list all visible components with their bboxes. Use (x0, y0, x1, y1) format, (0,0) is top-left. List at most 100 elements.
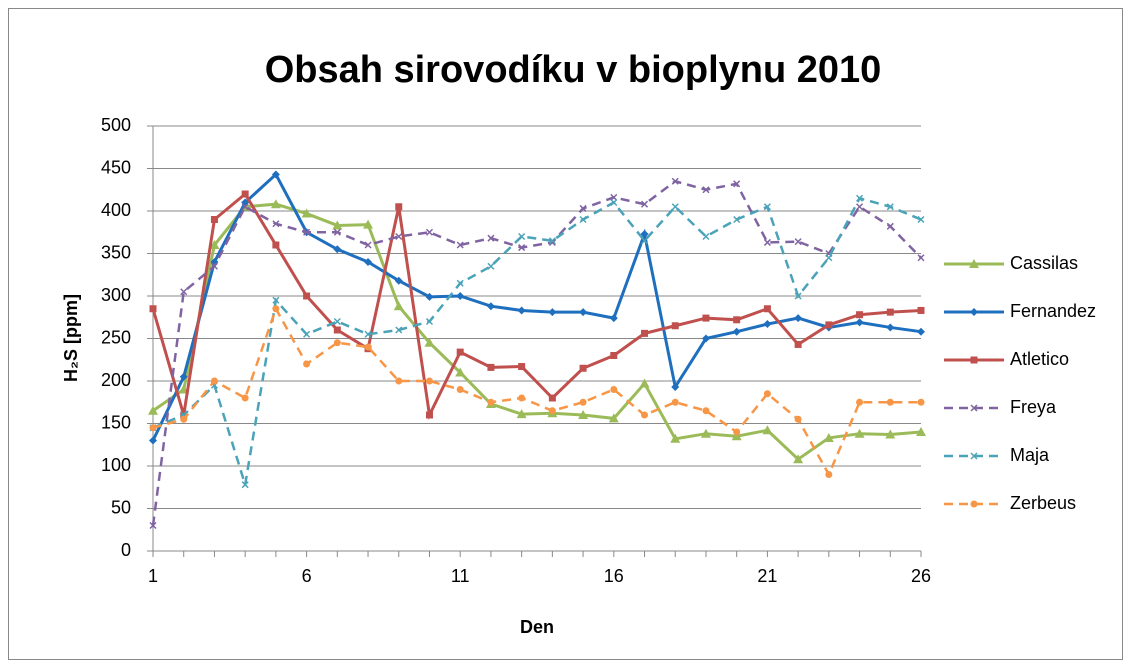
marker (149, 424, 157, 432)
series-line (152, 202, 922, 462)
marker (702, 186, 710, 194)
marker (732, 327, 741, 336)
marker (149, 436, 157, 445)
legend-marker (970, 356, 978, 364)
marker (794, 415, 802, 423)
x-tick-label: 1 (148, 566, 158, 586)
marker (854, 428, 865, 438)
legend-label: Maja (1010, 445, 1050, 465)
marker (700, 428, 711, 438)
marker (333, 245, 342, 254)
marker (333, 228, 341, 236)
legend-marker (970, 500, 978, 508)
marker (701, 334, 710, 343)
marker (855, 318, 864, 327)
marker (271, 170, 280, 179)
marker (763, 203, 771, 211)
series (149, 194, 925, 489)
marker (885, 429, 896, 439)
marker (733, 180, 741, 188)
marker (364, 241, 372, 249)
x-axis-label: Den (520, 617, 554, 637)
marker (456, 386, 464, 393)
marker (149, 521, 157, 530)
marker (179, 372, 188, 381)
marker (272, 296, 280, 304)
marker (702, 314, 710, 322)
marker (671, 203, 679, 211)
marker (639, 378, 650, 388)
marker (671, 398, 679, 406)
marker (209, 240, 220, 249)
legend-marker (969, 259, 979, 268)
marker (794, 238, 802, 246)
marker (641, 329, 649, 337)
marker (917, 306, 925, 314)
marker (579, 308, 588, 317)
marker (579, 215, 587, 224)
marker (793, 454, 804, 464)
marker (794, 314, 803, 323)
marker (856, 311, 864, 319)
marker (395, 232, 403, 241)
y-tick-label: 150 (101, 412, 131, 432)
legend-label: Atletico (1010, 349, 1069, 369)
x-tick-label: 26 (911, 566, 931, 586)
marker (393, 301, 404, 311)
y-tick-label: 450 (101, 157, 131, 177)
marker (823, 432, 834, 442)
marker (303, 330, 311, 338)
marker (916, 427, 926, 436)
y-tick-label: 400 (101, 200, 131, 220)
legend-item: Zerbeus (944, 493, 1076, 513)
marker (487, 398, 495, 406)
marker (180, 415, 188, 423)
marker (610, 198, 618, 207)
marker (364, 343, 372, 351)
marker (487, 262, 495, 270)
marker (270, 199, 281, 209)
legend-label: Cassilas (1010, 253, 1078, 273)
legend-marker (970, 404, 978, 412)
marker (610, 386, 618, 393)
y-tick-label: 50 (111, 497, 131, 517)
marker (210, 377, 218, 385)
marker (518, 394, 526, 402)
marker (241, 394, 249, 402)
series (149, 177, 925, 530)
series-line (151, 172, 922, 442)
y-tick-label: 500 (101, 115, 131, 135)
marker (241, 190, 249, 198)
y-tick-label: 300 (101, 285, 131, 305)
legend-item: Atletico (944, 349, 1069, 369)
legend-item: Cassilas (944, 253, 1078, 273)
marker (856, 203, 864, 211)
marker (917, 327, 925, 336)
marker (456, 292, 465, 300)
marker (671, 322, 679, 330)
y-tick-label: 250 (101, 327, 131, 347)
marker (518, 363, 526, 371)
marker (825, 321, 833, 329)
marker (886, 398, 894, 406)
marker (180, 288, 188, 296)
marker (917, 398, 925, 406)
marker (425, 377, 433, 385)
x-tick-label: 6 (302, 566, 312, 586)
marker (425, 317, 434, 326)
marker (610, 352, 618, 359)
legend-label: Fernandez (1010, 301, 1096, 321)
marker (516, 409, 527, 419)
marker (610, 193, 618, 201)
marker (641, 411, 649, 419)
marker (733, 215, 741, 224)
marker (363, 219, 374, 229)
marker (303, 292, 311, 300)
marker (917, 215, 925, 224)
marker (148, 405, 158, 415)
marker (241, 481, 249, 489)
marker (702, 232, 710, 241)
marker (487, 234, 495, 242)
marker (456, 348, 464, 356)
marker (671, 382, 680, 391)
